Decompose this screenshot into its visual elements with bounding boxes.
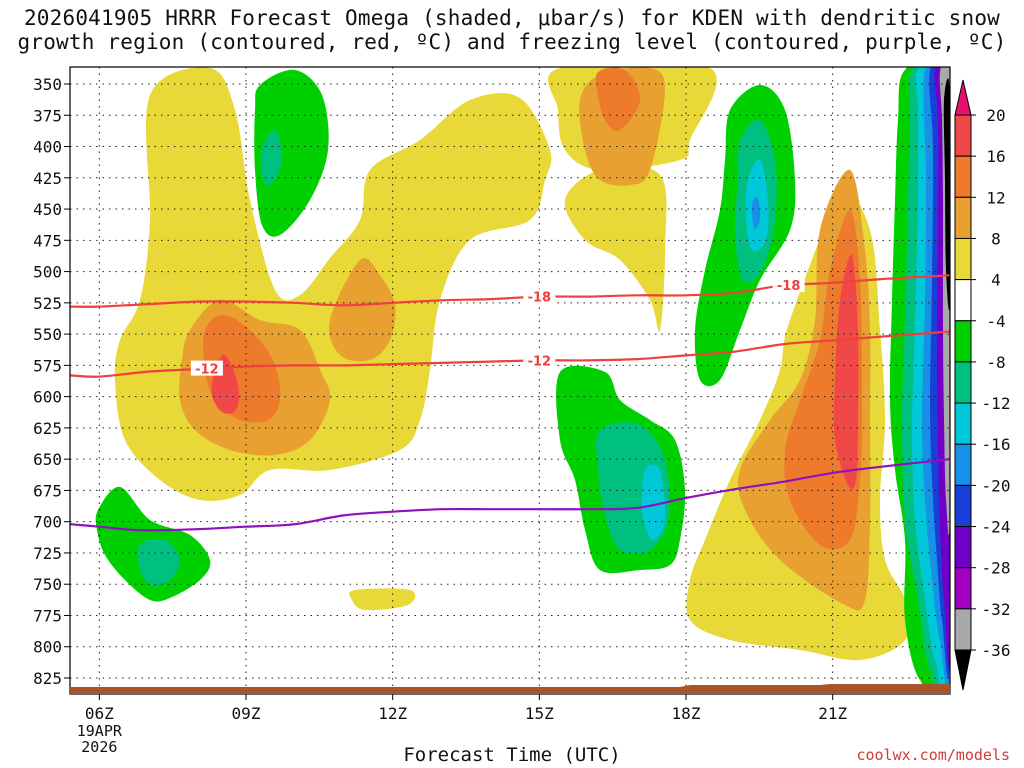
colorbar-swatch-8 — [954, 402, 972, 445]
contour-label-bg — [772, 277, 805, 293]
y-tick-label-550: 550 — [33, 325, 62, 344]
contour-label: -12 — [195, 363, 219, 378]
site-credit[interactable]: coolwx.com/models — [856, 746, 1010, 764]
contour-label: -18 — [528, 291, 552, 306]
y-tick-label-350: 350 — [33, 75, 62, 94]
colorbar-label--28: -28 — [982, 559, 1011, 578]
omega-area-sinking-16c — [641, 464, 666, 541]
date-label-day: 19APR — [77, 722, 123, 740]
colorbar-label-8: 8 — [991, 229, 1001, 248]
y-tick-label-825: 825 — [33, 669, 62, 688]
contour-label-bg — [190, 360, 223, 376]
colorbar-swatch-5 — [954, 279, 972, 322]
y-tick-label-725: 725 — [33, 544, 62, 563]
y-tick-label-600: 600 — [33, 388, 62, 407]
omega-area-ascent-small — [349, 588, 416, 611]
y-tick-label-450: 450 — [33, 200, 62, 219]
y-tick-label-650: 650 — [33, 450, 62, 469]
colorbar-label--32: -32 — [982, 600, 1011, 619]
colorbar-label--20: -20 — [982, 476, 1011, 495]
y-tick-label-375: 375 — [33, 106, 62, 125]
x-tick-label-15Z: 15Z — [525, 704, 554, 723]
y-tick-label-750: 750 — [33, 575, 62, 594]
colorbar-swatch-9 — [954, 443, 972, 486]
colorbar-swatch-3 — [954, 196, 972, 239]
date-label-year: 2026 — [81, 738, 117, 756]
colorbar-swatch-11 — [954, 526, 972, 569]
axes: 350 375 400 425 450 475 500 525 550 575 600 625 650 6… — [33, 66, 951, 756]
omega-area-sinking-20 — [751, 197, 761, 229]
y-tick-label-700: 700 — [33, 513, 62, 532]
colorbar-swatch-6 — [954, 320, 972, 363]
colorbar-label-16: 16 — [986, 147, 1005, 166]
omega-area-ascent-12b — [595, 67, 641, 131]
y-tick-label-525: 525 — [33, 294, 62, 313]
colorbar-swatch-1 — [954, 114, 972, 157]
colorbar: 20 16 12 8 4 -4 -8 -12 -16 -20 -24 -28 -32 -36 — [954, 79, 1011, 691]
contour-label: -12 — [528, 354, 552, 369]
colorbar-label--16: -16 — [982, 435, 1011, 454]
colorbar-swatch-2 — [954, 155, 972, 198]
y-tick-label-675: 675 — [33, 481, 62, 500]
y-tick-label-425: 425 — [33, 169, 62, 188]
colorbar-label-20: 20 — [986, 106, 1005, 125]
omega-area-sinking-8a — [254, 69, 329, 237]
colorbar-top-arrow — [954, 79, 972, 116]
y-tick-label-475: 475 — [33, 231, 62, 250]
colorbar-swatch-13 — [954, 608, 972, 651]
colorbar-label--12: -12 — [982, 394, 1011, 413]
omega-area-ascent-mid — [564, 165, 667, 332]
y-tick-label-500: 500 — [33, 263, 62, 282]
omega-area-sinking-36e — [943, 78, 950, 311]
title-line-1: 2026041905 HRRR Forecast Omega (shaded, … — [23, 6, 1001, 30]
omega-area-sinking-12a — [260, 129, 283, 186]
colorbar-label--4: -4 — [986, 312, 1005, 331]
chart-title: 2026041905 HRRR Forecast Omega (shaded, … — [0, 6, 1024, 54]
omega-area-ascent-16b — [833, 254, 859, 490]
y-tick-label-575: 575 — [33, 356, 62, 375]
x-tick-label-18Z: 18Z — [672, 704, 701, 723]
grid-lines — [70, 67, 950, 694]
omega-area-ascent-main — [114, 67, 552, 501]
colorbar-label--8: -8 — [986, 353, 1005, 372]
y-tick-label-800: 800 — [33, 638, 62, 657]
contour-label-bg — [523, 352, 556, 368]
x-tick-label-21Z: 21Z — [818, 704, 847, 723]
colorbar-bottom-arrow — [954, 649, 972, 691]
terrain-strip — [70, 684, 950, 694]
colorbar-label-4: 4 — [991, 271, 1001, 290]
colorbar-swatch-10 — [954, 484, 972, 528]
y-tick-label-625: 625 — [33, 419, 62, 438]
colorbar-swatch-4 — [954, 237, 972, 281]
x-axis-label: Forecast Time (UTC) — [403, 744, 621, 766]
contour-label: -18 — [777, 279, 801, 294]
x-tick-label-12Z: 12Z — [378, 704, 407, 723]
omega-area-ascent-8b — [329, 257, 396, 362]
omega-shading — [95, 67, 950, 694]
x-tick-label-09Z: 09Z — [232, 704, 261, 723]
colorbar-swatch-7 — [954, 361, 972, 404]
title-line-2: growth region (contoured, red, ºC) and f… — [17, 30, 1007, 54]
y-tick-label-775: 775 — [33, 606, 62, 625]
x-tick-label-06Z: 06Z — [85, 704, 114, 723]
colorbar-label--24: -24 — [982, 518, 1011, 537]
y-tick-label-400: 400 — [33, 138, 62, 157]
contour-freezing-level — [70, 458, 950, 532]
contour-lines: -12 -12 -18 -18 — [70, 274, 950, 532]
contour-label-bg — [523, 288, 556, 304]
omega-area-sinking-12d — [137, 539, 181, 586]
colorbar-label--36: -36 — [982, 641, 1011, 660]
colorbar-swatch-12 — [954, 567, 972, 610]
colorbar-label-12: 12 — [986, 188, 1005, 207]
